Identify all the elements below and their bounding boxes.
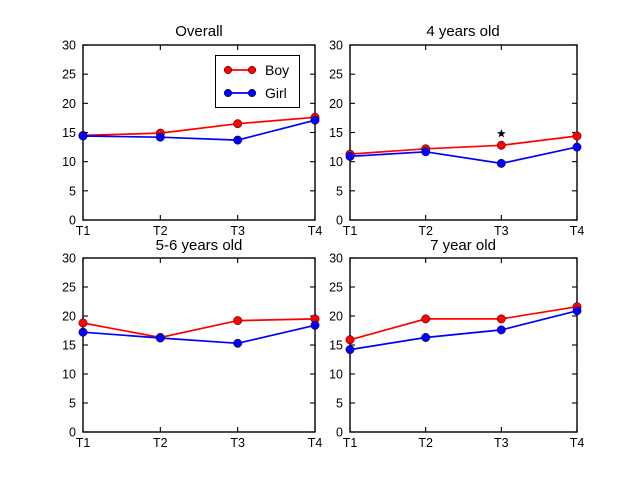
x-tick-label: T2 [153,436,168,450]
girl-point-T3 [233,338,243,348]
subplot-0: T1 T2 T3 T4 0 5 10 15 20 25 30 [62,39,322,239]
y-tick-label: 30 [329,252,343,266]
y-tick-label: 30 [329,39,343,53]
girl-point-T3 [233,135,243,145]
y-tick-label: 20 [62,310,76,324]
y-tick-label: 20 [62,97,76,111]
y-tick-label: 5 [69,184,76,198]
y-tick-label: 0 [69,214,76,228]
girl-line [349,146,578,165]
boy-line-swatch-icon [223,66,257,75]
x-tick-label: T1 [343,224,358,238]
girl-point-T1 [345,345,355,355]
x-tick-label: T1 [76,224,91,238]
x-tick-label: T4 [308,224,323,238]
boy-line [349,305,578,341]
y-tick-label: 10 [329,155,343,169]
girl-line-swatch-icon [223,88,257,97]
subplot-title-overall: Overall [175,23,223,40]
boy-point-T4 [572,131,582,141]
boy-point-T3 [233,119,243,129]
girl-point-T1 [78,327,88,337]
girl-point-T2 [155,333,165,343]
girl-point-T2 [421,333,431,342]
girl-point-T4 [572,306,582,316]
girl-line [82,324,316,345]
subplot-1: T1 T2 T3 T4 0 5 10 15 20 25 30 [329,39,584,239]
x-tick-label: T4 [308,436,323,450]
legend-label-boy: Boy [265,62,290,79]
x-tick-label: T1 [343,436,358,450]
x-tick-label: T2 [418,436,433,450]
y-tick-label: 10 [62,368,76,382]
boy-line [349,135,578,155]
y-tick-label: 25 [329,281,343,295]
girl-point-T4 [310,320,320,330]
y-tick-label: 10 [329,368,343,382]
x-tick-label: T3 [494,224,509,238]
girl-point-T1 [345,151,355,161]
y-tick-label: 25 [62,281,76,295]
boy-point-T1 [78,318,88,328]
boy-line [82,116,316,137]
x-tick-label: T3 [230,436,245,450]
girl-point-T2 [421,147,431,157]
y-tick-label: 0 [69,426,76,440]
girl-line [349,309,578,351]
boy-point-T1 [345,335,355,345]
axes-frame [349,44,578,221]
axes-frame [82,257,316,433]
boy-point-T2 [421,314,431,324]
girl-point-T3 [496,325,506,335]
x-tick-label: T3 [494,436,509,450]
x-tick-label: T1 [76,436,91,450]
girl-point-T4 [572,142,582,152]
girl-point-T2 [155,132,165,142]
x-tick-label: T4 [570,224,585,238]
subplot-3: T1 T2 T3 T4 0 5 10 15 20 25 30 [329,252,584,451]
y-tick-label: 15 [62,339,76,353]
y-tick-label: 25 [62,68,76,82]
y-tick-label: 30 [62,39,76,53]
subplot-2: T1 T2 T3 T4 0 5 10 15 20 25 30 [62,252,322,451]
legend-entry-boy: Boy [223,62,292,78]
y-tick-label: 20 [329,97,343,111]
legend-entry-girl: Girl [223,85,292,101]
x-tick-label: T3 [230,224,245,238]
boy-point-T3 [496,140,506,150]
girl-point-T4 [310,115,320,125]
y-tick-label: 15 [62,126,76,140]
girl-point-T1 [78,131,88,141]
subplot-title-4-years-old: 4 years old [426,23,500,40]
y-tick-label: 15 [329,339,343,353]
girl-line [82,119,316,141]
boy-line [82,318,316,339]
boy-point-T3 [233,316,243,326]
boy-point-T3 [496,314,506,324]
girl-point-T3 [496,158,506,168]
legend: Boy Girl [215,55,300,108]
x-tick-label: T4 [570,436,585,450]
x-tick-label: T2 [418,224,433,238]
y-tick-label: 25 [329,68,343,82]
x-tick-label: T2 [153,224,168,238]
y-tick-label: 5 [336,397,343,411]
subplot-title-7-year-old: 7 year old [430,237,496,254]
legend-label-girl: Girl [265,84,287,101]
subplot-title-5-6-years-old: 5-6 years old [155,237,243,254]
y-tick-label: 0 [336,214,343,228]
y-tick-label: 30 [62,252,76,266]
y-tick-label: 5 [336,184,343,198]
y-tick-label: 10 [62,155,76,169]
significance-star [496,129,506,138]
y-tick-label: 15 [329,126,343,140]
y-tick-label: 5 [69,397,76,411]
y-tick-label: 0 [336,426,343,440]
y-tick-label: 20 [329,310,343,324]
